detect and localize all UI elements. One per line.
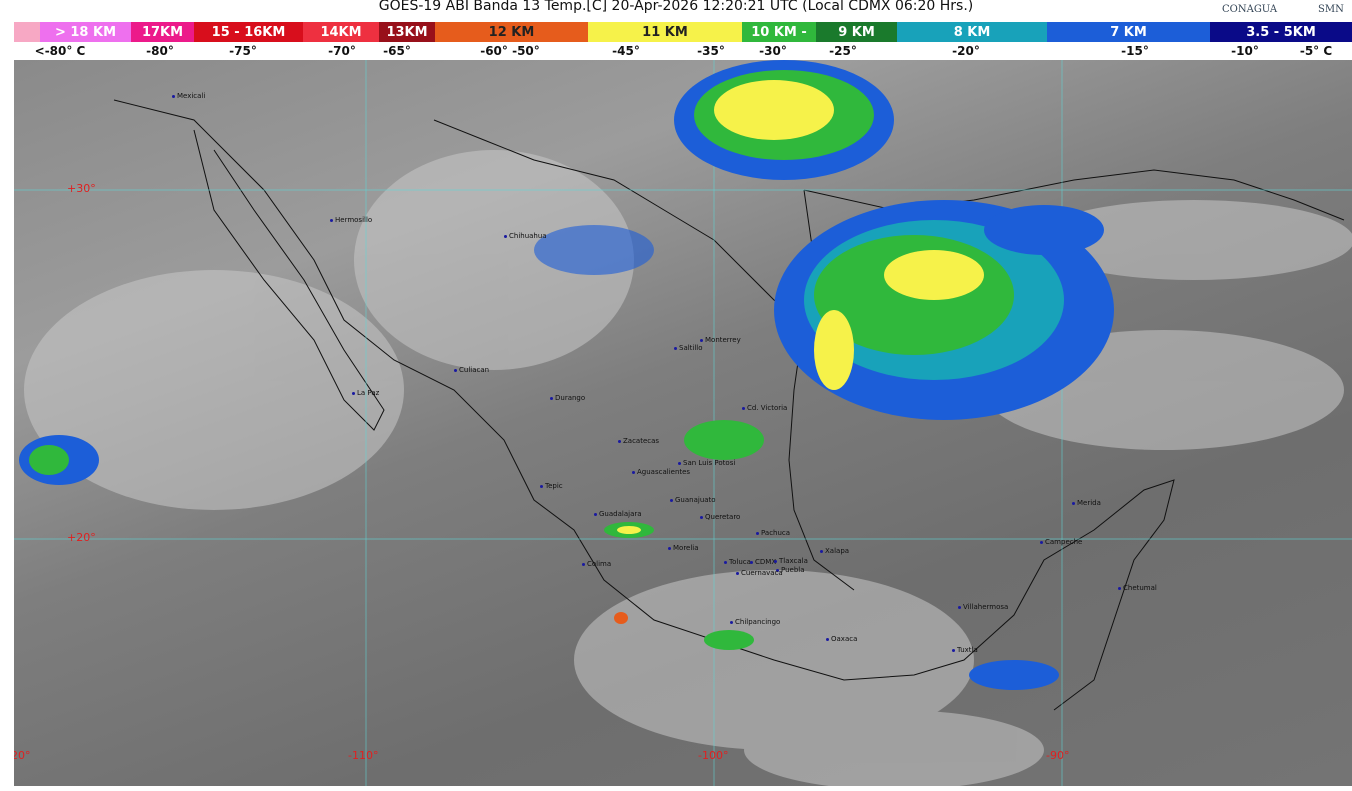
city-label: CDMX — [750, 558, 776, 566]
legend-band-14km: 14KM — [303, 22, 379, 42]
city-label: Monterrey — [700, 336, 741, 344]
city-label: Queretaro — [700, 513, 740, 521]
city-label: Cd. Victoria — [742, 404, 787, 412]
legend-temp: -20° — [952, 44, 980, 58]
lon-label: -100° — [698, 749, 729, 762]
city-label: Villahermosa — [958, 603, 1008, 611]
legend-band-17km: 17KM — [131, 22, 194, 42]
legend-temp: -70° — [328, 44, 356, 58]
city-label: Culiacan — [454, 366, 489, 374]
city-label: Cuernavaca — [736, 569, 783, 577]
city-label: Campeche — [1040, 538, 1082, 546]
city-label: Puebla — [776, 566, 805, 574]
image-title: GOES-19 ABI Banda 13 Temp.[C] 20-Apr-202… — [378, 0, 974, 14]
lon-label: -120° — [14, 749, 31, 762]
legend-temp: -10° — [1231, 44, 1259, 58]
city-label: Saltillo — [674, 344, 703, 352]
city-label: Zacatecas — [618, 437, 659, 445]
legend-temp: -5° C — [1299, 44, 1333, 58]
conagua-logo: CONAGUA — [1222, 4, 1278, 15]
legend-temp: <-80° C — [34, 44, 86, 58]
legend-temp: -45° — [612, 44, 640, 58]
city-label: Oaxaca — [826, 635, 857, 643]
city-label: Hermosillo — [330, 216, 372, 224]
legend-temp: -75° — [229, 44, 257, 58]
legend-temp: -25° — [829, 44, 857, 58]
city-label: San Luis Potosi — [678, 459, 735, 467]
satellite-map[interactable]: +30° +20° -120° -110° -100° -90° Mexical… — [14, 60, 1352, 786]
city-label: Chihuahua — [504, 232, 547, 240]
smn-logo: SMN — [1318, 4, 1344, 15]
city-label: Toluca — [724, 558, 751, 566]
legend-band-12km: 12 KM — [435, 22, 588, 42]
city-label: Chetumal — [1118, 584, 1157, 592]
city-label: Colima — [582, 560, 611, 568]
legend-band-8km: 8 KM — [897, 22, 1047, 42]
city-label: Tlaxcala — [774, 557, 808, 565]
legend-temp: -30° — [759, 44, 787, 58]
city-label: Chilpancingo — [730, 618, 780, 626]
legend-band-9km: 9 KM — [816, 22, 897, 42]
lon-label: -90° — [1046, 749, 1070, 762]
city-label: Merida — [1072, 499, 1101, 507]
city-label: Guadalajara — [594, 510, 642, 518]
city-label: Xalapa — [820, 547, 849, 555]
lon-label: -110° — [348, 749, 379, 762]
legend-band-10km: 10 KM - — [742, 22, 816, 42]
city-label: Guanajuato — [670, 496, 716, 504]
legend-temp: -35° — [697, 44, 725, 58]
legend-temp: -60° -50° — [480, 44, 540, 58]
city-label: La Paz — [352, 389, 379, 397]
legend-band-18km: > 18 KM — [40, 22, 131, 42]
legend-band-11km: 11 KM — [588, 22, 742, 42]
city-label: Tuxtla — [952, 646, 978, 654]
convective-clouds — [19, 60, 1114, 690]
legend-band-13km: 13KM — [379, 22, 435, 42]
city-label: Aguascalientes — [632, 468, 690, 476]
city-label: Pachuca — [756, 529, 790, 537]
legend-temp: -80° — [146, 44, 174, 58]
legend-temp: -15° — [1121, 44, 1149, 58]
legend-band-15-16km: 15 - 16KM — [194, 22, 303, 42]
legend-band-light-pink — [14, 22, 40, 42]
legend-band-7km: 7 KM — [1047, 22, 1210, 42]
city-label: Mexicali — [172, 92, 205, 100]
city-label: Durango — [550, 394, 585, 402]
city-label: Morelia — [668, 544, 699, 552]
city-label: Tepic — [540, 482, 563, 490]
lat-label: +30° — [67, 182, 96, 195]
legend-band-3-5km: 3.5 - 5KM — [1210, 22, 1352, 42]
map-drawing — [14, 60, 1352, 786]
lat-label: +20° — [67, 531, 96, 544]
legend-temp: -65° — [383, 44, 411, 58]
